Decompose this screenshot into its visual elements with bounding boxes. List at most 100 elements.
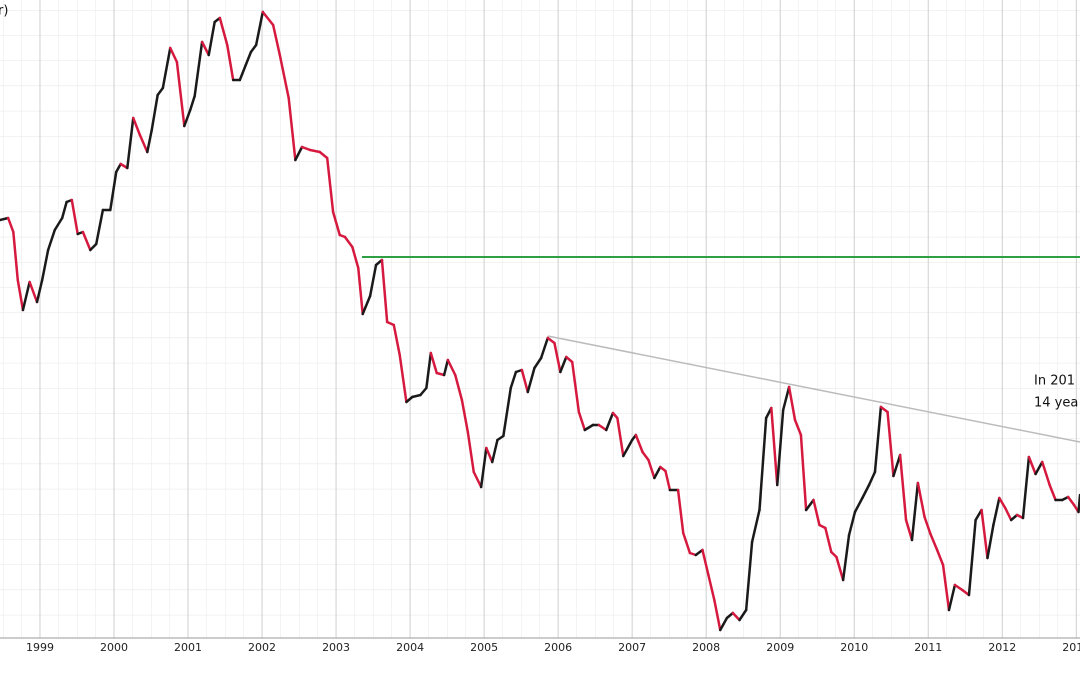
line-segment <box>898 453 908 522</box>
line-segment <box>435 371 446 377</box>
line-segment <box>533 356 543 370</box>
line-segment <box>526 366 536 394</box>
line-segment <box>261 10 275 27</box>
line-segment <box>249 43 258 54</box>
line-segment <box>60 200 68 220</box>
line-segment <box>502 386 513 438</box>
line-segment <box>226 43 235 82</box>
line-segment <box>442 358 450 377</box>
line-segment <box>616 416 625 458</box>
line-segment <box>770 406 779 487</box>
line-segment <box>193 40 204 98</box>
line-segment <box>466 430 475 474</box>
line-segment <box>485 446 494 464</box>
line-segment <box>583 423 595 432</box>
line-segment <box>287 96 297 162</box>
line-segment <box>873 405 883 474</box>
line-segment <box>1021 455 1031 520</box>
line-segment <box>169 46 179 64</box>
line-segment <box>325 156 335 214</box>
line-segment <box>904 518 914 542</box>
line-segment <box>681 531 692 555</box>
line-segment <box>35 278 44 304</box>
line-segment <box>804 498 815 512</box>
line-segment <box>879 405 889 414</box>
line-segment <box>491 438 499 464</box>
line-segment <box>472 470 483 489</box>
line-segment <box>271 23 282 57</box>
line-segment <box>841 533 851 582</box>
line-segment <box>553 341 562 374</box>
line-segment <box>405 395 414 404</box>
line-segment <box>597 423 608 432</box>
x-tick-label: 1999 <box>26 641 54 654</box>
line-segment <box>775 408 785 487</box>
x-tick-label: 2009 <box>766 641 794 654</box>
line-segment <box>156 86 165 97</box>
line-segment <box>738 608 748 622</box>
line-segment <box>244 50 253 67</box>
line-segment <box>188 94 196 112</box>
line-segment <box>570 360 581 414</box>
line-segment <box>986 523 995 560</box>
annotation: r) <box>0 4 8 19</box>
line-segment <box>392 323 401 357</box>
line-segment <box>676 488 685 535</box>
line-segment <box>70 198 79 236</box>
line-segment <box>758 416 768 512</box>
line-segment <box>546 336 556 345</box>
line-segment <box>479 446 488 489</box>
line-segment <box>308 148 322 154</box>
line-segment <box>453 373 464 402</box>
line-segment <box>81 230 92 252</box>
line-segment <box>351 245 360 270</box>
line-segment <box>653 465 662 480</box>
line-segment <box>425 351 433 390</box>
line-segment <box>200 40 210 57</box>
line-segment <box>238 63 248 82</box>
line-segment <box>278 53 290 100</box>
line-segment <box>114 162 122 174</box>
line-segment <box>641 450 650 462</box>
line-segment <box>701 548 710 577</box>
line-segment <box>664 469 672 492</box>
minor-grid <box>0 0 1080 638</box>
line-segment <box>16 278 25 312</box>
line-segment <box>0 216 10 222</box>
line-segment <box>357 266 364 316</box>
line-segment <box>368 263 378 298</box>
x-tick-label: 2001 <box>174 641 202 654</box>
reference-line <box>547 335 1080 443</box>
line-segment <box>886 410 895 478</box>
x-tick-label: 2002 <box>248 641 276 654</box>
line-segment <box>12 230 20 282</box>
line-segment <box>411 393 422 399</box>
line-segment <box>1003 506 1013 522</box>
line-segment <box>300 145 312 152</box>
x-tick-label: 2008 <box>692 641 720 654</box>
line-segment <box>923 515 932 536</box>
x-tick-label: 2013 <box>1062 641 1080 654</box>
line-segment <box>812 498 821 527</box>
x-tick-label: 2005 <box>470 641 498 654</box>
line-segment <box>605 411 615 432</box>
line-segment <box>847 510 857 537</box>
line-segment <box>1048 483 1057 502</box>
line-segment <box>150 93 159 132</box>
line-segment <box>138 133 149 154</box>
line-segment <box>835 555 845 582</box>
line-segment <box>380 258 389 324</box>
line-segment <box>218 16 229 47</box>
x-tick-label: 2004 <box>396 641 424 654</box>
line-segment <box>953 583 964 592</box>
line-segment <box>853 496 864 514</box>
line-segment <box>799 433 808 512</box>
line-segment <box>867 470 877 487</box>
line-segment <box>910 481 920 542</box>
line-segment <box>559 355 568 374</box>
line-segment <box>40 248 50 282</box>
line-segment <box>398 353 408 404</box>
line-segment <box>694 548 704 557</box>
line-segment <box>707 573 716 602</box>
